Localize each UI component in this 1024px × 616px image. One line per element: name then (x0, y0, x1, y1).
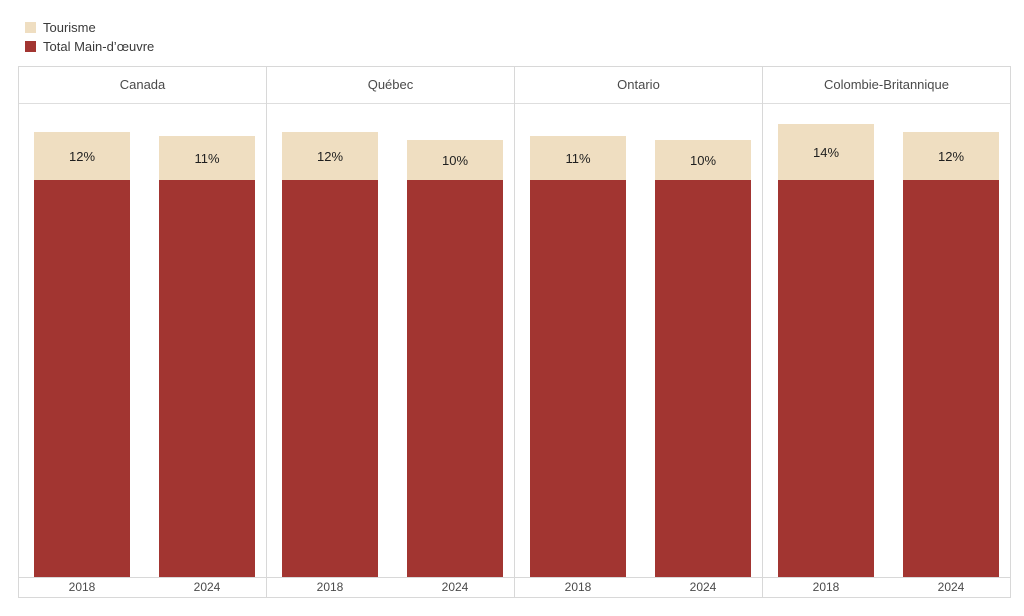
axis-label-2018: 2018 (812, 580, 840, 594)
axis-label-2024: 2024 (937, 580, 965, 594)
bar-canada-2018[interactable]: 12% (34, 132, 130, 577)
panel-axis-quebec: 2018 2024 (267, 577, 514, 597)
legend-swatch-tourisme-icon (25, 22, 36, 33)
panel-plot-quebec: 12% 10% (267, 104, 514, 577)
panel-plot-colombie-britannique: 14% 12% (763, 104, 1010, 577)
bar-ontario-2018[interactable]: 11% (530, 136, 626, 577)
panel-canada: Canada 12% 11% 2018 2024 (19, 67, 267, 597)
bar-segment-tourisme[interactable]: 12% (903, 132, 999, 180)
bar-value-label: 11% (565, 150, 591, 166)
legend-label-total-main-doeuvre: Total Main-d’œuvre (43, 39, 155, 54)
axis-label-2018: 2018 (316, 580, 344, 594)
panel-ontario: Ontario 11% 10% 2018 2024 (515, 67, 763, 597)
bar-segment-tourisme[interactable]: 12% (282, 132, 378, 180)
bar-segment-total-main-doeuvre[interactable] (530, 180, 626, 577)
bar-quebec-2024[interactable]: 10% (407, 140, 503, 577)
panel-quebec: Québec 12% 10% 2018 2024 (267, 67, 515, 597)
bar-colombie-britannique-2018[interactable]: 14% (778, 124, 874, 577)
panel-colombie-britannique: Colombie-Britannique 14% 12% 2018 2024 (763, 67, 1010, 597)
chart-area: Canada 12% 11% 2018 2024 Québec 12% 10% 2018 2024… (18, 66, 1011, 598)
bar-segment-tourisme[interactable]: 10% (407, 140, 503, 180)
bar-segment-total-main-doeuvre[interactable] (655, 180, 751, 577)
bar-value-label: 12% (316, 148, 344, 164)
panel-axis-ontario: 2018 2024 (515, 577, 762, 597)
panel-header-colombie-britannique: Colombie-Britannique (763, 67, 1010, 104)
panel-plot-ontario: 11% 10% (515, 104, 762, 577)
legend-swatch-total-main-doeuvre-icon (25, 41, 36, 52)
bar-canada-2024[interactable]: 11% (159, 136, 255, 577)
bar-value-label: 12% (68, 148, 96, 164)
axis-label-2024: 2024 (689, 580, 717, 594)
bar-segment-tourisme[interactable]: 11% (530, 136, 626, 180)
axis-label-2018: 2018 (564, 580, 592, 594)
bar-value-label: 12% (937, 148, 965, 164)
bar-segment-tourisme[interactable]: 11% (159, 136, 255, 180)
bar-segment-tourisme[interactable]: 12% (34, 132, 130, 180)
panel-header-quebec: Québec (267, 67, 514, 104)
axis-label-2024: 2024 (441, 580, 469, 594)
bar-segment-total-main-doeuvre[interactable] (407, 180, 503, 577)
bar-segment-total-main-doeuvre[interactable] (903, 180, 999, 577)
bar-value-label: 10% (689, 152, 717, 168)
bar-segment-total-main-doeuvre[interactable] (778, 180, 874, 577)
bar-colombie-britannique-2024[interactable]: 12% (903, 132, 999, 577)
bar-segment-total-main-doeuvre[interactable] (159, 180, 255, 577)
panel-header-ontario: Ontario (515, 67, 762, 104)
panel-plot-canada: 12% 11% (19, 104, 266, 577)
bar-segment-total-main-doeuvre[interactable] (282, 180, 378, 577)
bar-value-label: 11% (194, 150, 220, 166)
bar-segment-tourisme[interactable]: 14% (778, 124, 874, 180)
bar-value-label: 10% (441, 152, 469, 168)
bar-ontario-2024[interactable]: 10% (655, 140, 751, 577)
legend-item-total-main-doeuvre[interactable]: Total Main-d’œuvre (25, 37, 154, 56)
panel-axis-colombie-britannique: 2018 2024 (763, 577, 1010, 597)
legend: Tourisme Total Main-d’œuvre (25, 18, 154, 56)
bar-segment-total-main-doeuvre[interactable] (34, 180, 130, 577)
axis-label-2024: 2024 (193, 580, 221, 594)
axis-label-2018: 2018 (68, 580, 96, 594)
legend-item-tourisme[interactable]: Tourisme (25, 18, 154, 37)
bar-value-label: 14% (812, 144, 840, 160)
panel-axis-canada: 2018 2024 (19, 577, 266, 597)
panel-header-canada: Canada (19, 67, 266, 104)
legend-label-tourisme: Tourisme (43, 20, 96, 35)
bar-segment-tourisme[interactable]: 10% (655, 140, 751, 180)
bar-quebec-2018[interactable]: 12% (282, 132, 378, 577)
